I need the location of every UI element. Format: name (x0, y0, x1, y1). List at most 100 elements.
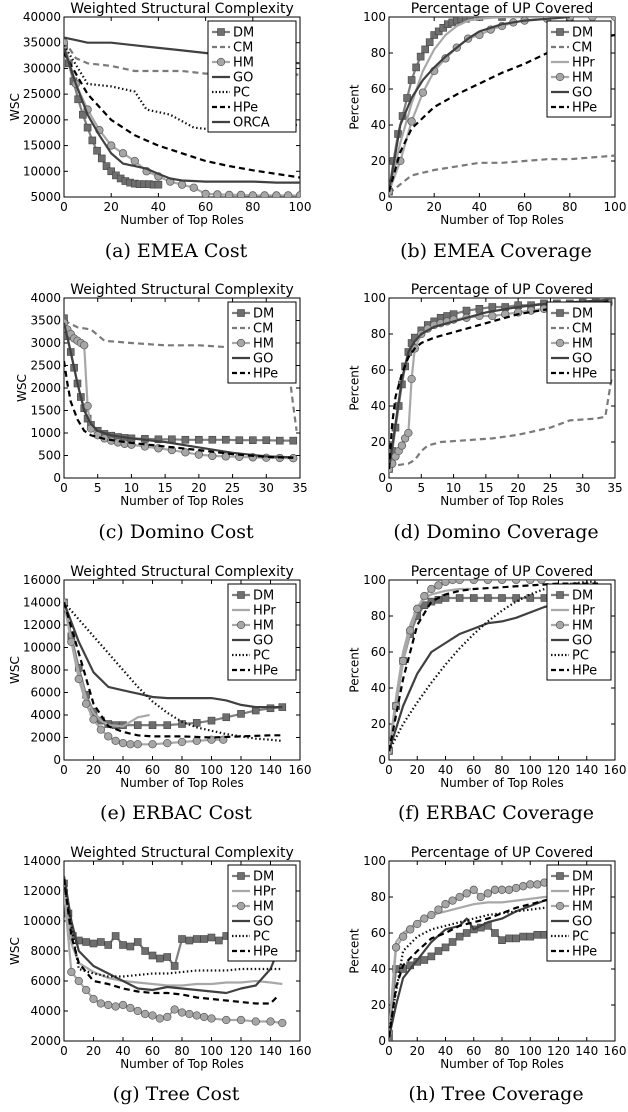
legend-marker (555, 338, 565, 348)
data-point (462, 929, 471, 937)
legend-label: HM (253, 900, 274, 915)
data-point (200, 935, 208, 943)
x-axis-label: Number of Top Roles (120, 494, 244, 508)
data-point (505, 934, 513, 943)
series-line-hpe (64, 878, 279, 1005)
legend-label: PC (572, 930, 589, 945)
x-tick-label: 60 (466, 763, 481, 777)
chart-e: Weighted Structural Complexity 0 20 40 60 80 1… (8, 564, 311, 824)
plot-series (64, 314, 298, 463)
data-point (491, 929, 499, 937)
data-point (475, 304, 484, 313)
data-point (96, 999, 106, 1008)
legend-label: DM (253, 870, 274, 885)
data-point (126, 942, 135, 951)
series-hm (64, 38, 300, 197)
data-point (207, 716, 216, 725)
x-tick-label: 160 (604, 1044, 627, 1058)
chart-caption: (h) Tree Coverage (408, 1083, 583, 1105)
data-point (177, 737, 187, 747)
y-tick-label: 6000 (30, 686, 61, 700)
legend-label: GO (253, 352, 273, 367)
data-point (118, 149, 128, 158)
legend-label: DM (253, 589, 274, 604)
data-point (511, 883, 521, 893)
data-point (163, 738, 172, 748)
series-hpe (64, 52, 300, 179)
legend-label: CM (253, 322, 273, 337)
y-axis-label: WSC (8, 656, 22, 684)
data-point (441, 54, 450, 63)
legend-label: HM (253, 619, 274, 634)
y-tick-label: 20 (371, 998, 386, 1012)
data-point (284, 191, 293, 197)
x-tick-label: 80 (494, 763, 509, 777)
data-point (81, 985, 91, 995)
data-point (236, 1015, 246, 1025)
x-tick-label: 80 (245, 200, 260, 214)
data-point (148, 1011, 157, 1020)
plot-series (64, 875, 287, 1028)
data-point (262, 436, 271, 445)
x-tick-label: 0 (60, 763, 68, 777)
x-tick-label: 0 (60, 200, 68, 214)
data-point (498, 936, 506, 945)
y-tick-label: 100 (363, 573, 386, 587)
x-tick-label: 100 (289, 200, 312, 214)
series-cm (389, 377, 613, 470)
x-tick-label: 100 (519, 763, 542, 777)
series-line-hpe (64, 360, 294, 459)
y-axis-label: WSC (8, 937, 22, 965)
x-tick-label: 0 (385, 763, 393, 777)
data-point (170, 1005, 179, 1014)
legend-label: HPr (572, 56, 595, 71)
y-tick-label: 10000 (23, 914, 61, 928)
data-point (448, 896, 457, 905)
data-point (177, 1008, 187, 1017)
legend-label: HPe (572, 664, 597, 679)
x-tick-label: 140 (575, 763, 598, 777)
x-axis-label: Number of Top Roles (120, 213, 244, 227)
x-tick-label: 15 (158, 481, 173, 495)
y-tick-label: 60 (371, 645, 386, 659)
legend-marker (555, 901, 565, 911)
y-tick-label: 4000 (30, 708, 61, 722)
data-point (195, 435, 203, 444)
data-point (189, 183, 198, 192)
series-cm (389, 154, 615, 195)
x-tick-label: 60 (145, 763, 160, 777)
legend-label: HPe (253, 367, 278, 382)
chart-title: Percentage of UP Covered (411, 564, 593, 580)
data-point (225, 190, 234, 197)
y-tick-label: 1500 (30, 404, 61, 418)
data-point (504, 885, 514, 894)
y-tick-label: 40000 (23, 10, 61, 24)
series-hpr (389, 17, 570, 192)
data-point (610, 17, 615, 22)
data-point (526, 580, 535, 585)
x-axis-label: Number of Top Roles (440, 213, 564, 227)
data-point (83, 123, 92, 132)
data-point (222, 435, 230, 444)
data-point (163, 1012, 172, 1022)
data-point (67, 967, 76, 977)
data-point (498, 17, 506, 21)
x-tick-label: 30 (575, 481, 590, 495)
y-tick-label: 5000 (30, 190, 61, 204)
legend-label: HM (572, 900, 593, 915)
x-tick-label: 25 (543, 481, 558, 495)
x-tick-label: 0 (60, 481, 68, 495)
y-tick-label: 14000 (23, 854, 61, 868)
data-point (89, 939, 98, 948)
series-dm (64, 41, 163, 189)
series-hpr (64, 883, 283, 987)
legend-label: DM (572, 870, 593, 885)
series-pc (64, 601, 283, 742)
legend-marker (556, 591, 564, 599)
legend-label: HPe (253, 945, 278, 960)
data-point (421, 45, 429, 54)
legend-marker (237, 309, 245, 317)
